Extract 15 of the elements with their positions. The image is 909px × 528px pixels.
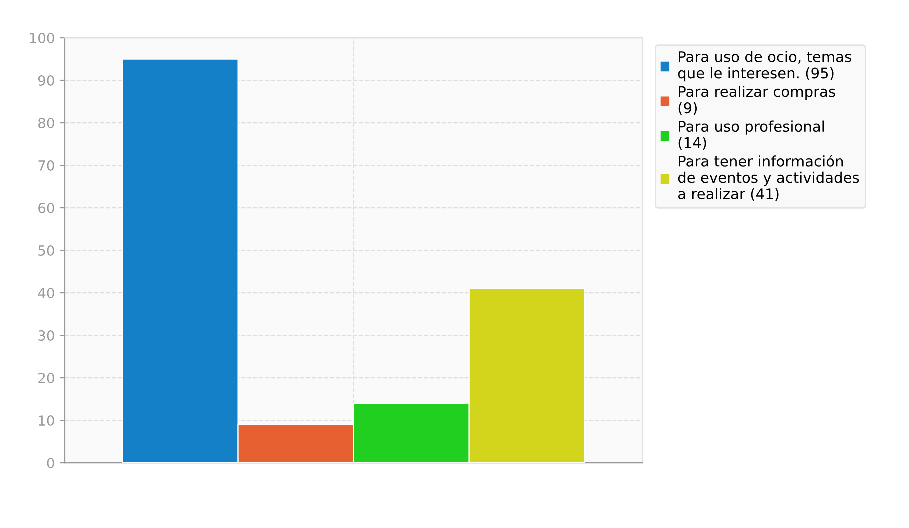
- legend-label: Para uso de ocio, temas que le interesen. (95): [678, 51, 852, 82]
- legend-label: Para uso profesional (14): [678, 120, 824, 150]
- y-tick-label: 60: [38, 203, 54, 214]
- y-tick-label: 0: [47, 458, 54, 469]
- y-tick-label: 100: [30, 32, 54, 44]
- y-tick-label: 50: [38, 246, 54, 256]
- y-tick-label: 20: [38, 373, 54, 384]
- y-tick-label: 30: [38, 330, 54, 342]
- y-tick-label: 40: [38, 288, 54, 299]
- y-tick-label: 10: [39, 416, 54, 426]
- legend-label: Para realizar compras (9): [678, 86, 836, 116]
- y-tick-label: 80: [38, 118, 54, 128]
- y-tick-label: 70: [38, 160, 54, 171]
- y-tick-label: 90: [38, 75, 54, 86]
- legend-label: Para tener información de eventos y actividades a realizar (41): [678, 155, 860, 202]
